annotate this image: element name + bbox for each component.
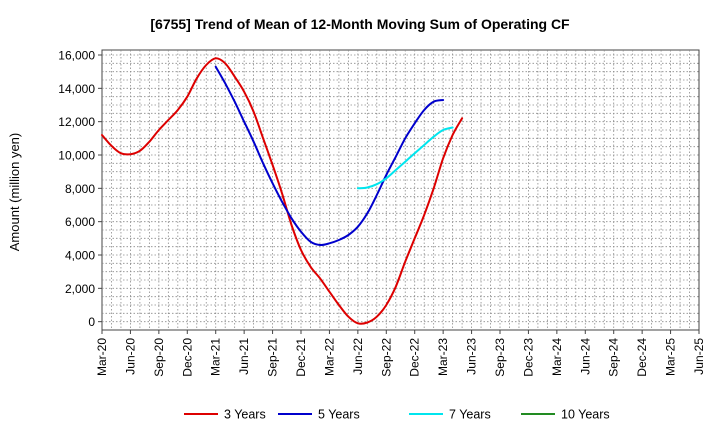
series-line-3-years	[101, 57, 464, 325]
x-tick-label: Mar-22	[322, 338, 336, 376]
series-line-5-years	[214, 65, 445, 247]
x-tick-label: Mar-24	[550, 338, 564, 376]
y-axis-label: Amount (million yen)	[7, 133, 22, 252]
x-tick-label: Mar-20	[95, 338, 109, 376]
legend-label-3-years: 3 Years	[224, 408, 266, 422]
y-axis: 0 2,000 4,000 6,000 8,000 10,000 12,000 14,000 1…	[58, 49, 102, 329]
y-tick-label: 4,000	[65, 249, 95, 263]
x-tick-label: Jun-23	[465, 338, 479, 375]
x-tick-label: Mar-21	[209, 338, 223, 376]
y-tick-label: 12,000	[58, 115, 95, 129]
x-tick-label: Jun-21	[237, 338, 251, 375]
legend: 3 Years 5 Years 7 Years 10 Years	[184, 408, 610, 422]
y-tick-label: 6,000	[65, 215, 95, 229]
x-tick-label: Sep-22	[379, 338, 393, 377]
y-tick-label: 8,000	[65, 182, 95, 196]
chart-title: [6755] Trend of Mean of 12-Month Moving …	[150, 16, 570, 32]
x-axis: Mar-20 Jun-20 Sep-20 Dec-20 Mar-21 Jun-21 Sep-…	[95, 330, 706, 377]
x-tick-label: Dec-24	[635, 338, 649, 377]
x-tick-label: Jun-20	[123, 338, 137, 375]
y-tick-label: 2,000	[65, 282, 95, 296]
x-tick-label: Jun-22	[351, 338, 365, 375]
legend-label-10-years: 10 Years	[561, 408, 610, 422]
x-tick-label: Sep-20	[152, 338, 166, 377]
x-tick-label: Sep-21	[266, 338, 280, 377]
x-tick-label: Sep-24	[607, 338, 621, 377]
x-tick-label: Jun-25	[692, 338, 706, 375]
series-line-7-years	[356, 126, 454, 190]
x-tick-label: Mar-23	[436, 338, 450, 376]
y-tick-label: 16,000	[58, 49, 95, 63]
x-tick-label: Dec-20	[180, 338, 194, 377]
y-tick-label: 0	[88, 315, 95, 329]
y-tick-label: 14,000	[58, 82, 95, 96]
x-tick-label: Dec-21	[294, 338, 308, 377]
x-tick-label: Jun-24	[578, 338, 592, 375]
y-tick-label: 10,000	[58, 149, 95, 163]
x-tick-label: Mar-25	[664, 338, 678, 376]
x-tick-label: Sep-23	[493, 338, 507, 377]
series-lines	[101, 57, 464, 325]
x-tick-label: Dec-23	[521, 338, 535, 377]
x-tick-label: Dec-22	[408, 338, 422, 377]
grid	[102, 50, 699, 330]
legend-label-7-years: 7 Years	[449, 408, 491, 422]
legend-label-5-years: 5 Years	[318, 408, 360, 422]
